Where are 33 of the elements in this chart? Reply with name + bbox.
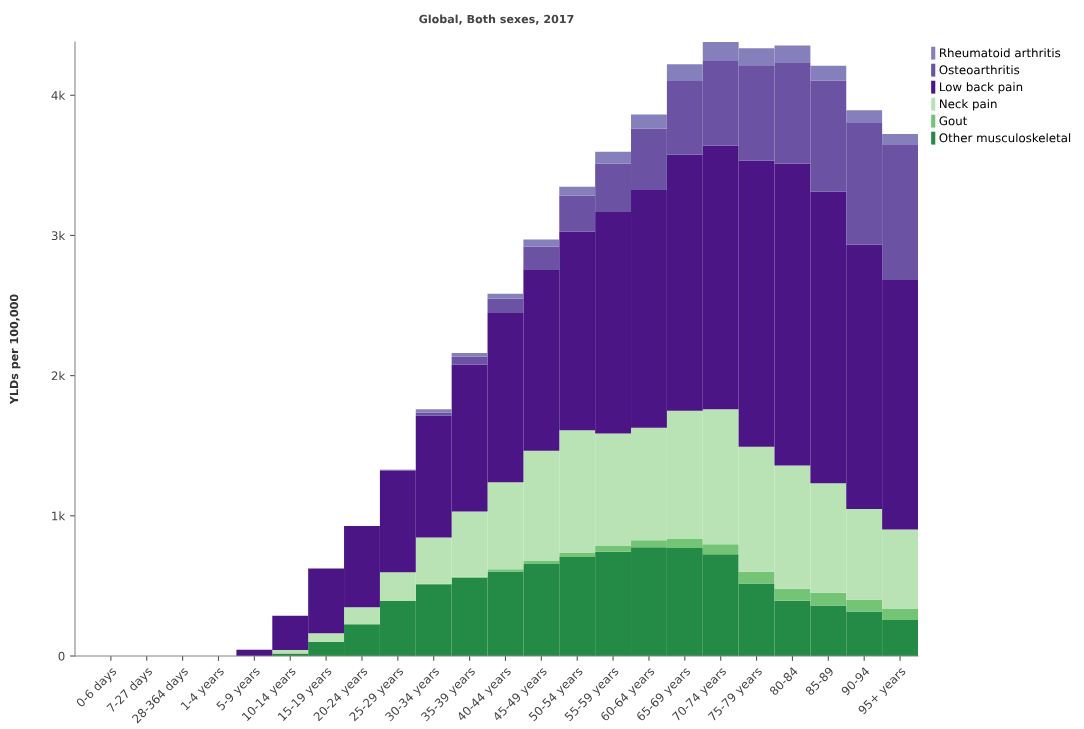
bar [559,552,596,558]
bar [666,64,703,82]
y-tick-label: 0 [58,651,65,661]
bar [559,186,596,196]
y-tick-label: 1k [52,511,66,521]
bar [487,293,524,299]
bar [308,633,345,642]
y-tick-label: 2k [51,371,66,381]
bar [487,569,524,572]
bar [882,134,918,145]
bar [272,649,309,654]
bar [810,65,847,81]
legend-label: Other musculoskeletal [939,133,1071,143]
legend-label: Gout [939,116,968,126]
bar [451,356,488,365]
bar [846,110,883,123]
legend-label: Low back pain [939,82,1023,94]
y-axis-title: YLDs per 100,000 [9,294,21,405]
bar [523,561,560,565]
legend-label: Osteoarthritis [939,65,1020,75]
bar [344,607,380,625]
bar [738,571,775,584]
legend-label: Rheumatoid arthritis [939,48,1061,58]
bar [487,298,524,313]
bar [595,151,632,164]
y-tick-label: 3k [51,230,66,241]
legend-label: Neck pain [939,99,997,111]
bar [523,239,560,247]
bar [523,246,560,270]
bar [451,352,488,357]
y-tick-label: 4k [51,90,66,100]
bar [631,114,667,129]
chart-title: Global, Both sexes, 2017 [419,14,574,25]
